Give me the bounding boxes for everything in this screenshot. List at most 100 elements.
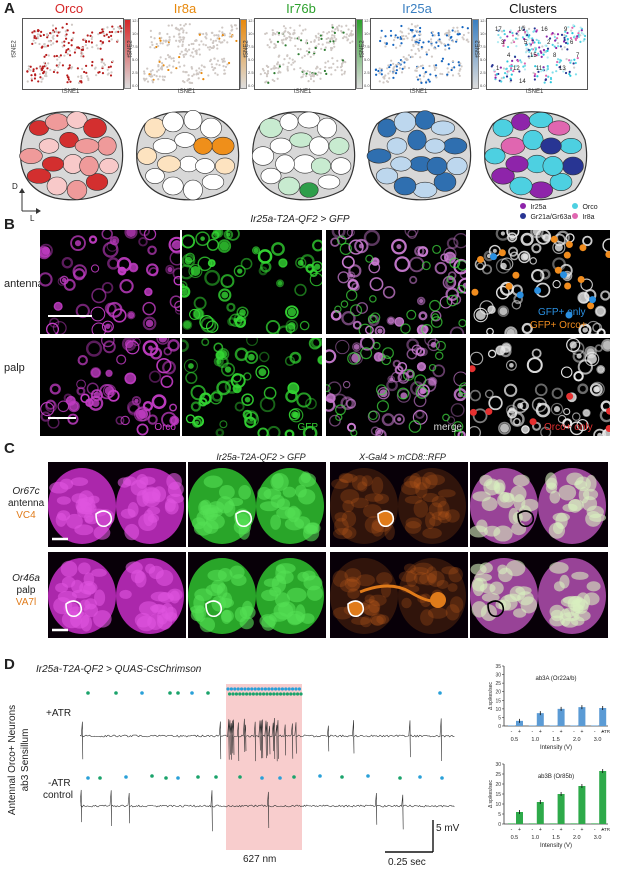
y-tick-label: 30: [495, 673, 501, 679]
bar: [528, 725, 536, 726]
y-tick-label: 15: [495, 698, 501, 704]
colorbar-tick: 5.0: [132, 57, 138, 62]
colorbar-tick: 7.5: [364, 44, 370, 49]
atr-marker: -: [531, 729, 533, 735]
atr-marker: -: [511, 827, 513, 833]
tsne-plot: [370, 18, 472, 90]
brain-image: [330, 468, 466, 544]
x-tick-label: 3.0: [594, 835, 602, 841]
x-axis-label: Intensity (V): [540, 745, 572, 751]
micrograph: [470, 338, 610, 436]
y-tick-label: 20: [495, 782, 501, 788]
colorbar: [124, 19, 131, 89]
colorbar-tick: 12.5: [480, 18, 488, 23]
tsne-ylabel: tSNE2: [127, 40, 134, 58]
panel-label-a: A: [4, 0, 15, 17]
svg-text:17: 17: [495, 27, 502, 33]
colorbar: [240, 19, 247, 89]
trace-label-no-atr: -ATR: [48, 778, 71, 789]
bar: [516, 812, 523, 824]
colorbar-tick: 12.5: [364, 18, 372, 23]
row-label-or67c: Or67c antenna VC4: [8, 486, 44, 522]
brain-image: [188, 468, 324, 544]
y-tick-label: 0: [498, 822, 501, 828]
tsne-title: Ir76b: [286, 1, 316, 16]
legend-label: Ir8a: [582, 214, 595, 221]
atr-marker: -: [511, 729, 513, 735]
row-label-or46a: Or46a palp VA7l: [8, 573, 44, 609]
brain-micrograph: [188, 552, 326, 638]
tsne-ylabel: tSNE2: [475, 40, 482, 58]
micrograph: [182, 230, 322, 334]
bar: [528, 823, 536, 824]
legend-item: Gr21a/Gr63a: [520, 206, 571, 224]
tsne-plot: 17 10 16 9 3 5 2 6 4 15 8 7 12 11 13 1 14: [486, 18, 588, 90]
ylabel-line-1: Antennal Orco+ Neurons: [7, 704, 18, 816]
bar: [578, 786, 586, 824]
colorbar: [472, 19, 479, 89]
ylabel-line-2: ab3 Sensillum: [20, 728, 31, 792]
atr-marker: +: [601, 827, 604, 833]
bar-chart-svg: 0 5 10 15 20 25 30 35 ab3A (Or22a/b) Δ spikes/sec…: [488, 664, 611, 751]
x-axis-label: Intensity (V): [540, 843, 572, 849]
atr-marker: -: [594, 729, 596, 735]
tsne-xlabel: tSNE1: [410, 89, 428, 95]
atr-marker: +: [560, 729, 563, 735]
atr-marker: -: [531, 827, 533, 833]
colorbar-tick: 0.0: [132, 83, 138, 88]
tsne-xlabel: tSNE1: [178, 89, 196, 95]
brain-image: [188, 558, 324, 634]
glomerulus-map: [363, 106, 475, 206]
micrograph: [40, 338, 180, 436]
y-tick-label: 25: [495, 681, 501, 687]
bar: [549, 823, 557, 824]
receptor-label: Or67c: [12, 486, 40, 497]
x-tick-label: 2.0: [573, 737, 581, 743]
brain-micrograph: [330, 462, 468, 547]
channel-label: merge: [433, 422, 462, 433]
brain-image: [48, 558, 184, 634]
legend-swatch: [572, 203, 578, 209]
tsne-xlabel: tSNE1: [62, 89, 80, 95]
scale-t-label: 0.25 sec: [388, 857, 426, 868]
bar: [536, 802, 544, 824]
glomerulus-label: VA7l: [15, 597, 37, 608]
colorbar-tick: 5.0: [248, 57, 254, 62]
tsne-xlabel: tSNE1: [526, 89, 544, 95]
trace-area: [80, 684, 460, 850]
atr-marker: -: [573, 827, 575, 833]
svg-text:14: 14: [519, 79, 526, 85]
svg-text:13: 13: [559, 66, 566, 72]
atr-marker: +: [539, 729, 542, 735]
micrograph: [326, 230, 466, 334]
x-tick-label: 0.5: [511, 737, 519, 743]
svg-text:10: 10: [518, 27, 525, 33]
panel-d-genotype: Ir25a-T2A-QF2 > QUAS-CsChrimson: [36, 664, 202, 675]
tsne-scatter: [142, 23, 238, 85]
atr-marker: -: [573, 729, 575, 735]
colorbar-tick: 10.0: [132, 31, 140, 36]
tsne-plot: [254, 18, 356, 90]
atr-marker: +: [580, 827, 583, 833]
panel-c-genotype-1: Ir25a-T2A-QF2 > GFP: [216, 452, 306, 462]
micrograph: [182, 338, 322, 436]
bar: [599, 708, 607, 726]
legend-swatch: [520, 203, 526, 209]
brain-image: [470, 468, 607, 544]
bar: [570, 725, 578, 726]
glomerulus-map-drawing: [251, 111, 356, 201]
micrograph-image: [330, 230, 466, 334]
glomerulus-map-drawing: [484, 111, 588, 201]
micrograph: [326, 338, 466, 436]
atr-label: ATR: [601, 729, 610, 734]
y-tick-label: 20: [495, 690, 501, 696]
bar: [516, 720, 523, 726]
axis-l-label: L: [30, 214, 35, 223]
y-tick-label: 10: [495, 707, 501, 713]
legend-item: Ir25a: [520, 196, 546, 214]
bar: [508, 823, 515, 824]
tsne-plot: [138, 18, 240, 90]
tsne-title: Clusters: [509, 1, 557, 16]
glomerulus-map-drawing: [19, 111, 124, 201]
